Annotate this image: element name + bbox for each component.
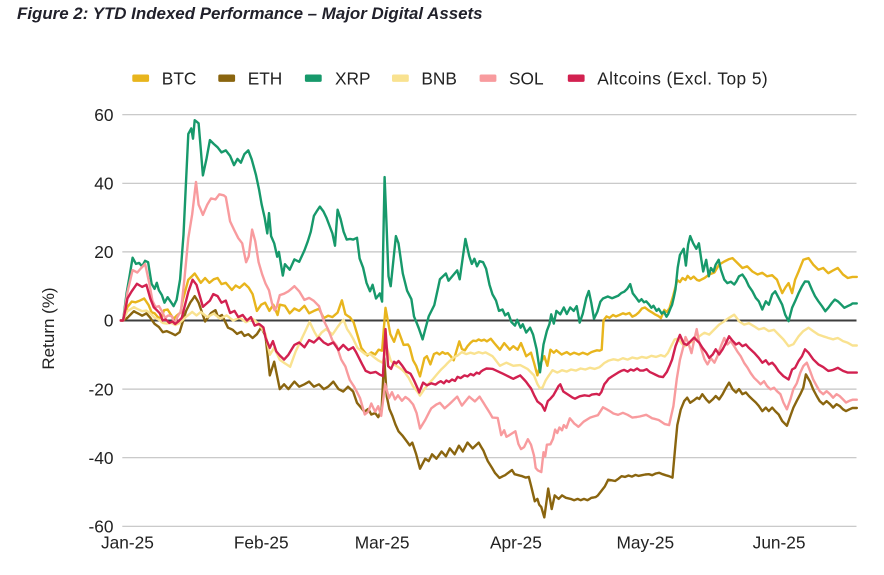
svg-text:Jan-25: Jan-25 [101, 532, 154, 552]
svg-text:Jun-25: Jun-25 [753, 532, 806, 552]
svg-text:60: 60 [94, 105, 113, 125]
svg-text:0: 0 [104, 311, 114, 331]
svg-text:ETH: ETH [248, 69, 283, 89]
svg-text:Return (%): Return (%) [39, 287, 58, 369]
svg-text:-60: -60 [89, 517, 114, 537]
svg-text:-40: -40 [89, 448, 114, 468]
svg-text:XRP: XRP [335, 69, 371, 89]
svg-text:BNB: BNB [421, 69, 457, 89]
svg-text:Altcoins (Excl. Top 5): Altcoins (Excl. Top 5) [597, 69, 768, 89]
svg-text:May-25: May-25 [616, 532, 674, 552]
svg-text:Apr-25: Apr-25 [490, 532, 542, 552]
svg-text:SOL: SOL [509, 69, 544, 89]
svg-text:-20: -20 [89, 379, 114, 399]
svg-text:BTC: BTC [162, 69, 197, 89]
svg-text:40: 40 [94, 174, 113, 194]
svg-text:Mar-25: Mar-25 [355, 532, 410, 552]
svg-text:20: 20 [94, 242, 113, 262]
svg-text:Feb-25: Feb-25 [234, 532, 289, 552]
